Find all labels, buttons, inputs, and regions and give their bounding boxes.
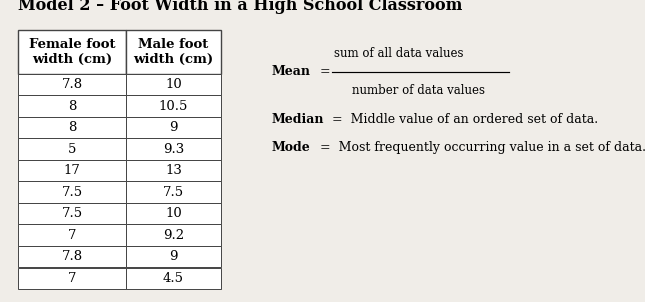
Text: 5: 5 — [68, 143, 76, 156]
Bar — [18, 30, 126, 74]
Bar — [126, 224, 221, 246]
Bar — [126, 246, 221, 268]
Text: 10: 10 — [165, 207, 182, 220]
Bar — [18, 95, 126, 117]
Text: 9: 9 — [169, 250, 178, 263]
Bar — [126, 182, 221, 203]
Bar — [18, 74, 126, 95]
Text: 7: 7 — [68, 272, 76, 285]
Text: =  Middle value of an ordered set of data.: = Middle value of an ordered set of data… — [332, 114, 598, 127]
Text: 8: 8 — [68, 121, 76, 134]
Text: 4.5: 4.5 — [163, 272, 184, 285]
Bar — [126, 30, 221, 74]
Bar — [18, 224, 126, 246]
Text: 7.5: 7.5 — [61, 207, 83, 220]
Text: Model 2 – Foot Width in a High School Classroom: Model 2 – Foot Width in a High School Cl… — [18, 0, 462, 14]
Text: Male foot
width (cm): Male foot width (cm) — [134, 38, 213, 66]
Bar — [18, 182, 126, 203]
Text: =  Most frequently occurring value in a set of data.: = Most frequently occurring value in a s… — [320, 142, 645, 155]
Text: 7.8: 7.8 — [61, 250, 83, 263]
Text: 7: 7 — [68, 229, 76, 242]
Bar — [18, 268, 126, 289]
Bar — [126, 139, 221, 160]
Bar — [126, 95, 221, 117]
Text: 10.5: 10.5 — [159, 100, 188, 113]
Bar — [126, 117, 221, 139]
Bar — [18, 246, 126, 268]
Text: number of data values: number of data values — [352, 83, 485, 97]
Text: Median: Median — [272, 114, 324, 127]
Text: =: = — [320, 66, 331, 79]
Text: Female foot
width (cm): Female foot width (cm) — [29, 38, 115, 66]
Text: 8: 8 — [68, 100, 76, 113]
Text: sum of all data values: sum of all data values — [334, 47, 464, 60]
Bar — [18, 203, 126, 224]
Text: 17: 17 — [64, 164, 81, 177]
Bar — [126, 203, 221, 224]
Text: 10: 10 — [165, 78, 182, 91]
Text: 9.3: 9.3 — [163, 143, 184, 156]
Text: 7.5: 7.5 — [61, 186, 83, 199]
Text: 9.2: 9.2 — [163, 229, 184, 242]
Text: Mode: Mode — [272, 142, 311, 155]
Text: Mean: Mean — [272, 66, 311, 79]
Text: 9: 9 — [169, 121, 178, 134]
Bar — [18, 160, 126, 182]
Text: 13: 13 — [165, 164, 182, 177]
Bar — [18, 117, 126, 139]
Bar — [18, 139, 126, 160]
Bar — [126, 160, 221, 182]
Bar — [126, 268, 221, 289]
Bar — [126, 74, 221, 95]
Text: 7.8: 7.8 — [61, 78, 83, 91]
Text: 7.5: 7.5 — [163, 186, 184, 199]
